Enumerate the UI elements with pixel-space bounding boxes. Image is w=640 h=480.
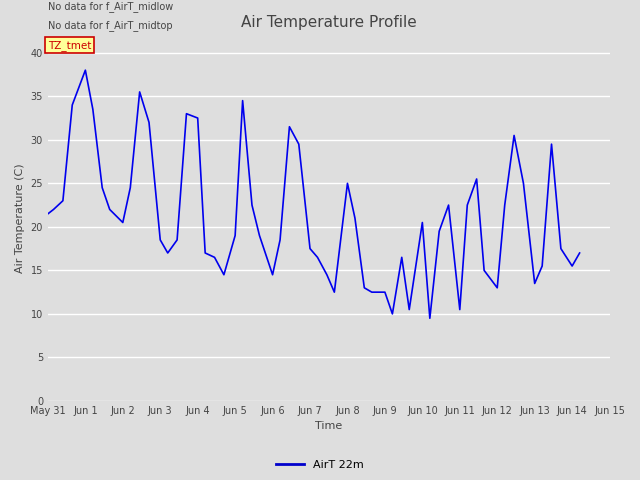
Title: Air Temperature Profile: Air Temperature Profile	[241, 15, 417, 30]
Text: TZ_tmet: TZ_tmet	[48, 40, 92, 50]
Legend: AirT 22m: AirT 22m	[272, 456, 368, 474]
X-axis label: Time: Time	[315, 421, 342, 432]
Y-axis label: Air Temperature (C): Air Temperature (C)	[15, 163, 25, 273]
Text: No data for f_AirT_midlow: No data for f_AirT_midlow	[48, 1, 173, 12]
Text: No data for f_AirT_midtop: No data for f_AirT_midtop	[48, 20, 173, 31]
